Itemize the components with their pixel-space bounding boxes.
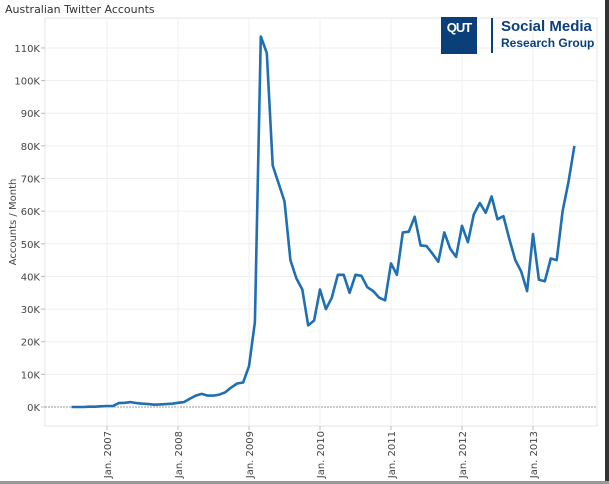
logo-text-line2: Research Group <box>501 36 595 50</box>
x-tick-label: Jan. 2007 <box>103 431 114 479</box>
x-tick-label: Jan. 2010 <box>316 431 327 479</box>
chart-title: Australian Twitter Accounts <box>5 3 155 16</box>
plot-area <box>44 17 598 427</box>
page-edge <box>605 0 609 484</box>
qut-logo: QUT Social Media Research Group <box>441 17 601 55</box>
y-tick-label: 30K <box>21 305 41 316</box>
x-tick-label: Jan. 2013 <box>529 431 540 479</box>
logo-text-line1: Social Media <box>501 18 592 35</box>
y-tick-label: 70K <box>21 175 41 186</box>
y-tick-label: 20K <box>21 338 41 349</box>
data-line <box>71 35 576 409</box>
logo-divider <box>491 18 493 53</box>
y-tick-label: 10K <box>21 370 41 381</box>
y-tick-label: 60K <box>21 207 41 218</box>
y-tick-label: 50K <box>21 240 41 251</box>
page-edge-bottom <box>0 481 609 484</box>
y-tick-label: 0K <box>27 403 40 414</box>
x-tick-label: Jan. 2008 <box>174 431 185 479</box>
y-axis-label: Accounts / Month <box>8 179 19 266</box>
x-tick-label: Jan. 2009 <box>245 431 256 479</box>
y-tick-label: 80K <box>21 142 41 153</box>
y-tick-label: 110K <box>14 44 40 55</box>
x-tick-label: Jan. 2011 <box>387 431 398 479</box>
y-tick-label: 90K <box>21 109 41 120</box>
y-tick-label: 100K <box>14 77 40 88</box>
y-tick-label: 40K <box>21 272 41 283</box>
x-tick-label: Jan. 2012 <box>458 431 469 479</box>
qut-logo-mark: QUT <box>441 17 477 54</box>
